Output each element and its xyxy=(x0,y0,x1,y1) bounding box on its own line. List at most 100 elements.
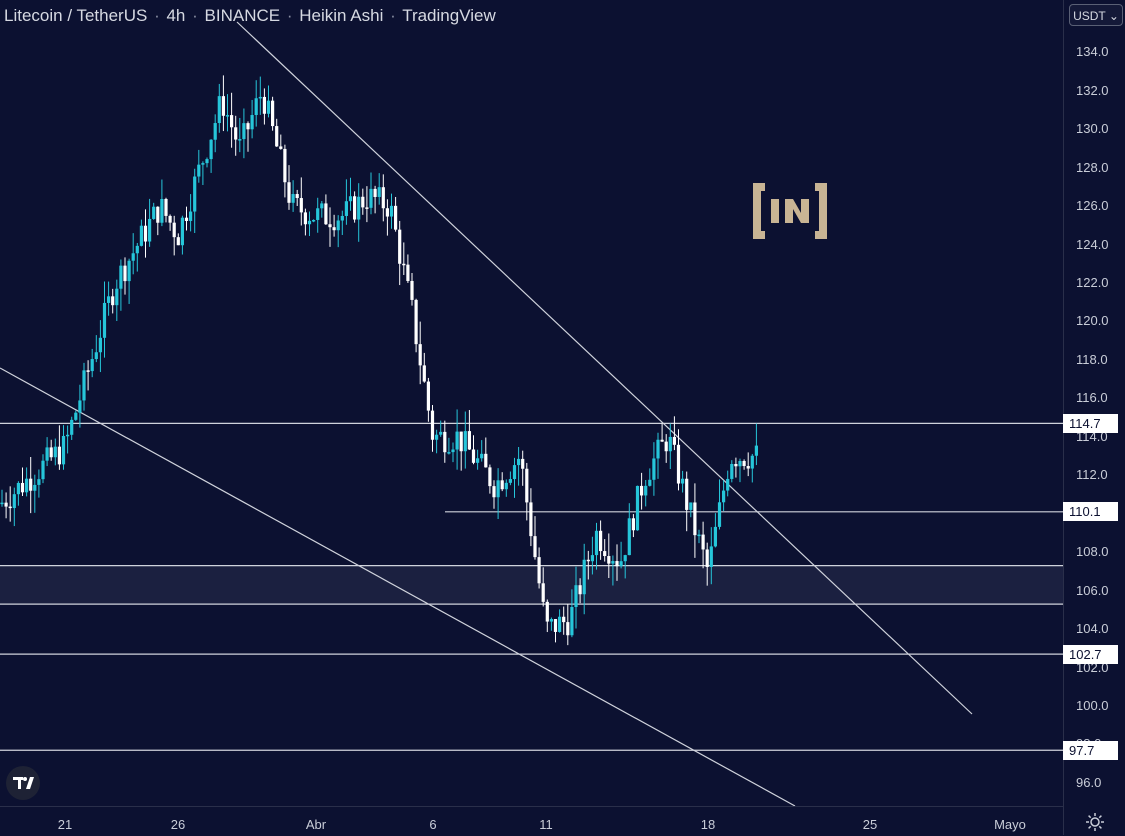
candle-body xyxy=(266,100,271,114)
time-tick-label: 11 xyxy=(539,817,553,832)
candle-body xyxy=(496,480,500,498)
candle-body xyxy=(94,352,98,360)
candle-body xyxy=(521,458,525,469)
time-tick-label: 18 xyxy=(700,817,716,832)
price-chart[interactable] xyxy=(0,0,1063,806)
currency-label: USDT xyxy=(1073,9,1106,23)
candle-body xyxy=(562,616,566,623)
candle-body xyxy=(566,622,570,636)
candle-body xyxy=(574,585,578,607)
candle-body xyxy=(476,458,480,463)
time-tick-label: Mayo xyxy=(994,817,1026,832)
candle-body xyxy=(230,115,234,128)
support-zone-band xyxy=(0,565,1063,605)
candle-body xyxy=(672,436,676,445)
candle-body xyxy=(385,208,389,217)
candle-body xyxy=(504,482,508,490)
candle-body xyxy=(594,530,599,556)
candle-body xyxy=(238,139,242,141)
candle-body xyxy=(590,555,594,562)
candle-body xyxy=(648,479,652,486)
candle-body xyxy=(107,296,111,303)
candle-body xyxy=(627,518,631,556)
candle-body xyxy=(742,460,746,467)
time-tick-label: 26 xyxy=(170,817,186,832)
interval[interactable]: 4h xyxy=(166,6,186,25)
gear-icon[interactable] xyxy=(1085,812,1105,832)
candle-body xyxy=(500,480,504,490)
price-tick-label: 116.0 xyxy=(1076,390,1108,406)
candle-body xyxy=(8,506,12,509)
support-zone xyxy=(0,565,1063,605)
candle-body xyxy=(0,502,4,505)
candle-body xyxy=(750,455,754,469)
candle-body xyxy=(312,219,316,222)
candle-body xyxy=(373,188,377,197)
candle-body xyxy=(361,196,365,208)
candle-body xyxy=(353,196,357,220)
candle-body xyxy=(582,559,586,595)
candle-body xyxy=(586,559,590,562)
candle-body xyxy=(414,299,418,345)
price-level-label: 114.7 xyxy=(1063,413,1118,433)
candle-body xyxy=(422,365,426,382)
candle-body xyxy=(102,302,107,338)
candle-body xyxy=(209,139,213,160)
time-axis[interactable]: 21 26 Abr 6 11 18 25 Mayo xyxy=(0,806,1063,836)
chart-background xyxy=(0,0,1063,806)
candle-body xyxy=(37,479,41,485)
candle-body xyxy=(668,436,672,452)
candle-body xyxy=(4,502,8,507)
candle-body xyxy=(86,370,90,372)
price-tick-label: 120.0 xyxy=(1076,313,1109,329)
candle-body xyxy=(418,344,422,366)
candle-body xyxy=(607,556,611,564)
symbol-name[interactable]: Litecoin / TetherUS xyxy=(4,6,148,25)
candle-body xyxy=(164,198,168,216)
candle-body xyxy=(730,463,734,479)
candle-body xyxy=(340,215,344,221)
candle-body xyxy=(242,123,246,140)
time-tick-label: 21 xyxy=(57,817,73,832)
candle-body xyxy=(488,467,492,487)
candle-body xyxy=(652,458,656,480)
candle-body xyxy=(435,434,439,440)
candle-body xyxy=(656,439,660,459)
candle-body xyxy=(205,159,209,164)
candle-body xyxy=(430,410,435,440)
price-tick-label: 128.0 xyxy=(1076,159,1109,175)
tradingview-logo-icon[interactable] xyxy=(6,766,40,800)
price-level-label: 110.1 xyxy=(1063,502,1118,522)
candle-body xyxy=(201,163,205,165)
candle-body xyxy=(213,123,217,140)
candle-body xyxy=(558,616,562,632)
candle-body xyxy=(357,196,361,220)
candle-body xyxy=(726,478,730,491)
candle-body xyxy=(537,557,541,584)
candle-body xyxy=(377,187,381,197)
candle-body xyxy=(221,96,225,116)
candle-body xyxy=(160,198,164,223)
candle-body xyxy=(348,196,353,202)
candle-body xyxy=(250,115,254,130)
candle-body xyxy=(111,296,115,306)
candle-body xyxy=(234,127,238,140)
candle-body xyxy=(754,445,758,456)
candle-body xyxy=(512,465,517,480)
candle-body xyxy=(127,260,131,282)
candle-body xyxy=(258,96,262,99)
exchange: BINANCE xyxy=(204,6,281,25)
candle-body xyxy=(148,218,152,242)
candle-body xyxy=(12,494,16,509)
candle-body xyxy=(365,207,369,209)
candle-body xyxy=(254,98,258,116)
trendline-channel-support xyxy=(0,367,796,806)
candle-body xyxy=(70,419,74,435)
currency-button[interactable]: USDT ⌄ xyxy=(1069,4,1123,26)
candle-body xyxy=(25,478,29,493)
candle-body xyxy=(299,198,303,213)
candle-body xyxy=(98,337,102,353)
price-tick-label: 104.0 xyxy=(1076,621,1109,637)
candle-body xyxy=(291,194,295,203)
candle-body xyxy=(176,237,180,246)
